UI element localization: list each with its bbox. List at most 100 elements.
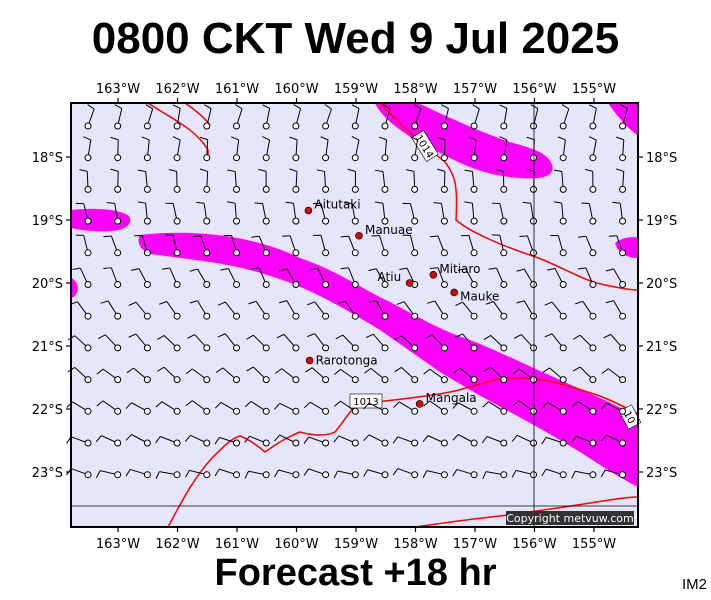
wind-barb [192, 235, 211, 257]
wind-barb [394, 367, 419, 384]
wind-barb [402, 202, 419, 225]
wind-barb [251, 235, 270, 257]
wind-barb [570, 435, 597, 447]
wind-barb [168, 169, 181, 193]
wind-barb [603, 333, 627, 352]
wind-barb [128, 301, 151, 320]
wind-barb [172, 136, 181, 162]
svg-text:Mitiaro: Mitiaro [439, 262, 480, 276]
wind-barbs [66, 104, 628, 480]
wind-barb [137, 201, 151, 225]
wind-barb [279, 268, 300, 288]
wind-barb [165, 234, 181, 257]
wind-barb [214, 436, 240, 447]
wind-barb [100, 300, 122, 320]
wind-barb [185, 469, 211, 479]
wind-barb [143, 104, 154, 130]
place-markers: Aitutaki Manuae Atiu Mitiaro Mauke Rarotonga M… [304, 198, 499, 408]
wind-barb [231, 136, 240, 162]
lon-label-bottom: 161°W [215, 537, 259, 552]
wind-barb [424, 334, 448, 352]
wind-barb [125, 468, 151, 479]
wind-barb [575, 300, 597, 320]
wind-barb [84, 104, 95, 130]
wind-barb [571, 470, 597, 479]
wind-barb [156, 335, 181, 352]
lon-label-top: 158°W [393, 82, 437, 97]
wind-barb [72, 267, 92, 288]
lat-label-left: 18°S [32, 151, 63, 166]
wind-barb [322, 104, 332, 130]
wind-barb [334, 368, 359, 384]
wind-barb [217, 301, 240, 320]
wind-barb [103, 235, 122, 257]
wind-barb [125, 434, 151, 447]
lon-label-bottom: 157°W [453, 537, 497, 552]
wind-barb [482, 401, 508, 415]
wind-barb [541, 436, 567, 447]
wind-barb [406, 169, 419, 193]
wind-barb [258, 168, 270, 193]
rain-areas [71, 103, 638, 487]
wind-barb [571, 400, 597, 415]
wind-barb [378, 136, 389, 162]
wind-barb [334, 400, 359, 415]
wind-barb [333, 435, 359, 447]
wind-barb [199, 136, 211, 162]
wind-barb [246, 334, 270, 352]
wind-barb [542, 367, 567, 384]
wind-barb [547, 267, 567, 288]
wind-barb [363, 434, 389, 447]
wind-barb [402, 234, 419, 257]
forecast-time-title: 0800 CKT Wed 9 Jul 2025 [91, 14, 620, 63]
wind-barb [612, 201, 627, 225]
lon-label-top: 159°W [334, 82, 378, 97]
lon-label-bottom: 162°W [155, 537, 199, 552]
wind-barb [351, 136, 360, 162]
wind-barb [262, 104, 271, 130]
wind-barb [203, 104, 212, 130]
wind-barb [274, 368, 300, 384]
svg-text:Copyright metvuw.com: Copyright metvuw.com [506, 512, 634, 525]
wind-barb [262, 136, 271, 162]
lat-label-right: 22°S [646, 403, 677, 418]
wind-barb [363, 402, 389, 415]
wind-barb [217, 333, 240, 352]
lon-label-top: 163°W [96, 82, 140, 97]
wind-barb [110, 136, 122, 162]
wind-barb [320, 136, 330, 162]
lon-label-bottom: 160°W [274, 537, 318, 552]
wind-barb [491, 234, 508, 257]
place-mangala: Mangala [415, 391, 477, 408]
wind-barb [340, 235, 359, 257]
wind-barb [616, 136, 627, 162]
wind-barb [455, 301, 478, 320]
wind-barb [512, 368, 537, 384]
wind-barb [303, 436, 330, 447]
place-rarotonga: Rarotonga [305, 353, 378, 367]
wind-barb [274, 469, 300, 479]
wind-barb [516, 268, 537, 288]
wind-barb [75, 234, 92, 257]
wind-barb [437, 168, 448, 193]
wind-barb [499, 104, 508, 130]
rain-patch-ne [608, 103, 638, 136]
lon-label-bottom: 156°W [512, 537, 556, 552]
wind-barb [605, 268, 627, 288]
wind-barb [251, 267, 270, 288]
wind-barb [289, 168, 300, 193]
map-code: IM2 [681, 576, 707, 593]
place-mitiaro: Mitiaro [429, 262, 480, 279]
isobar-label-1013: 1013 [349, 393, 383, 409]
lat-label-left: 21°S [32, 340, 63, 355]
wind-barb [440, 104, 449, 130]
wind-barb [159, 301, 181, 320]
wind-barb [98, 334, 122, 352]
wind-barb [374, 201, 389, 225]
wind-barb [351, 104, 360, 130]
wind-barb [452, 468, 478, 479]
wind-barb [244, 435, 270, 447]
wind-barb [292, 104, 302, 130]
wind-barb [482, 471, 508, 480]
